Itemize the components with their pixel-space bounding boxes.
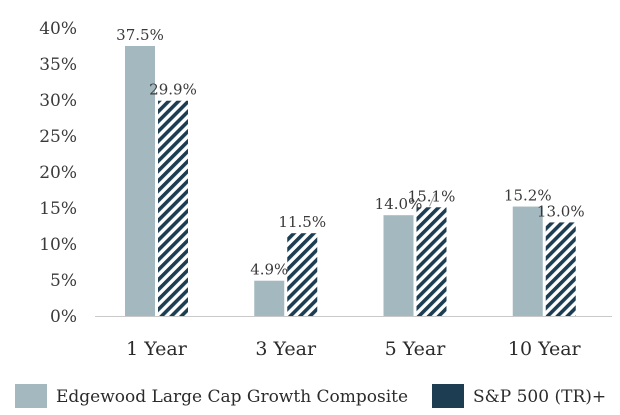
data-label: 37.5%: [116, 26, 164, 44]
legend-swatch: [15, 384, 47, 408]
data-label: 15.2%: [504, 187, 552, 205]
x-tick-label: 10 Year: [508, 338, 582, 360]
legend: Edgewood Large Cap Growth Composite S&P 5…: [15, 384, 606, 408]
legend-label: Edgewood Large Cap Growth Composite: [56, 387, 408, 407]
y-tick-label: 15%: [39, 199, 77, 219]
label-leader-line: [429, 193, 436, 207]
y-tick-label: 35%: [39, 55, 77, 75]
legend-label: S&P 500 (TR)+: [473, 387, 606, 407]
y-tick-label: 20%: [39, 163, 77, 183]
bar-benchmark: [158, 100, 188, 316]
y-tick-label: 5%: [50, 271, 77, 291]
y-tick-label: 0%: [50, 307, 77, 327]
data-label: 29.9%: [149, 81, 197, 99]
data-label: 4.9%: [250, 261, 288, 279]
bar-composite: [254, 280, 285, 316]
y-tick-label: 30%: [39, 91, 77, 111]
bar-benchmark: [416, 207, 447, 316]
bar-benchmark: [287, 233, 318, 316]
bar-composite: [383, 215, 414, 316]
data-labels: 37.5% 29.9% 4.9% 11.5% 14.0%15.1% 15.2%13.0%: [116, 26, 584, 279]
x-tick-label: 1 Year: [126, 338, 188, 360]
data-label: 11.5%: [278, 213, 326, 231]
bars: [125, 46, 576, 316]
x-tick-label: 3 Year: [255, 338, 317, 360]
bar-composite: [125, 46, 155, 316]
legend-swatch: [432, 384, 464, 408]
bar-benchmark: [545, 222, 576, 316]
y-tick-label: 40%: [39, 19, 77, 39]
y-tick-label: 25%: [39, 127, 77, 147]
y-axis: 0% 5% 10% 15% 20% 25% 30% 35% 40%: [39, 19, 77, 327]
x-tick-label: 5 Year: [385, 338, 447, 360]
x-axis: 1 Year 3 Year 5 Year 10 Year: [95, 316, 612, 360]
data-label: 13.0%: [537, 202, 585, 220]
y-tick-label: 10%: [39, 235, 77, 255]
data-label: 14.0%: [375, 195, 423, 213]
bar-composite: [512, 206, 543, 316]
data-label: 15.1%: [408, 187, 456, 205]
